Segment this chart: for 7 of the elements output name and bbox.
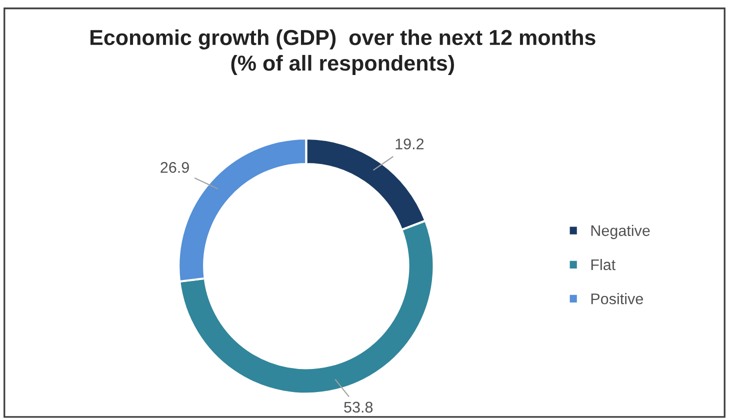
- chart-title: Economic growth (GDP) over the next 12 months (% of all respondents): [90, 29, 596, 76]
- legend-label: Positive: [591, 293, 643, 304]
- data-label: 53.8: [344, 402, 373, 413]
- legend-label: Flat: [591, 258, 616, 270]
- data-label: 19.2: [396, 138, 424, 150]
- data-label: 26.9: [160, 162, 189, 173]
- legend-label: Negative: [591, 224, 650, 240]
